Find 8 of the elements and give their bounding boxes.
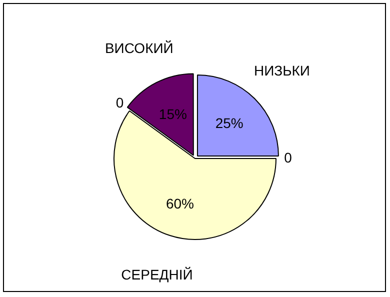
text: 0: [284, 149, 292, 166]
text: 0: [116, 94, 124, 111]
data-label: 15%: [158, 106, 187, 122]
slice-label: ВИСОКИЙ: [104, 40, 174, 56]
slice-label: НИЗЬКИ: [254, 62, 310, 78]
data-label: 60%: [166, 196, 194, 212]
data-label: 25%: [215, 114, 244, 131]
slice-label: СЕРЕДНІЙ: [121, 266, 193, 282]
